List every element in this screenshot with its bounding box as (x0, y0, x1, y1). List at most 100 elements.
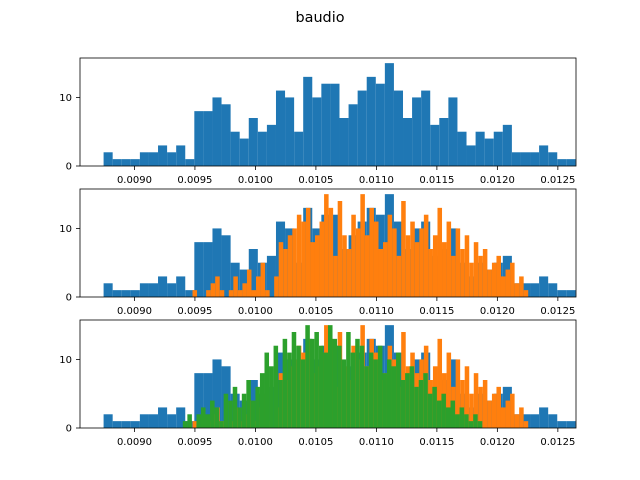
histogram-bar-s1-49 (539, 145, 549, 166)
histogram-bar-s1-56 (603, 414, 612, 428)
histogram-bar-s2-41 (373, 221, 379, 297)
histogram-bar-s1-49 (539, 276, 549, 297)
histogram-bar-s2-54 (432, 235, 438, 297)
histogram-bar-s2-46 (396, 255, 402, 297)
x-tick-label: 0.0105 (298, 437, 333, 448)
x-tick-label: 0.0120 (480, 437, 515, 448)
histogram-bar-s2-55 (437, 207, 443, 297)
histogram-bar-s1-52 (566, 290, 576, 297)
histogram-bar-s2-21 (283, 249, 288, 297)
histogram-bar-s1-50 (548, 152, 558, 166)
histogram-bar-s1-10 (185, 159, 195, 166)
histogram-bar-s1-53 (575, 421, 576, 428)
histogram-bar-s2-64 (478, 386, 483, 428)
histogram-bar-s1-51 (557, 421, 567, 428)
histogram-bar-s3-42 (368, 352, 374, 428)
histogram-bar-s2-10 (233, 276, 238, 297)
histogram-bar-s2-19 (274, 276, 279, 297)
histogram-bar-s2-53 (428, 249, 433, 297)
histogram-bar-s2-27 (310, 242, 315, 297)
histogram-bar-s2-68 (496, 255, 501, 297)
histogram-bar-s1-7 (158, 407, 168, 428)
figure-title: baudio (295, 10, 344, 26)
x-tick-label: 0.0105 (298, 175, 333, 186)
y-tick-label: 0 (66, 424, 72, 435)
histogram-bar-s1-7 (158, 276, 168, 297)
histogram-bar-s3-19 (264, 352, 270, 428)
histogram-bar-s2-69 (500, 276, 506, 297)
histogram-bar-s2-15 (256, 276, 261, 297)
histogram-bar-s1-56 (603, 152, 612, 166)
histogram-bar-s3-28 (305, 325, 310, 428)
x-tick-label: 0.0095 (177, 306, 212, 317)
histogram-bar-s2-24 (296, 214, 302, 297)
histogram-bar-s2-12 (242, 283, 247, 297)
histogram-bar-s1-45 (502, 124, 512, 166)
histogram-bar-s3-13 (237, 407, 242, 428)
histogram-bar-s2-23 (292, 228, 297, 297)
axes-frame (79, 57, 577, 167)
histogram-bar-s1-9 (176, 407, 186, 428)
histogram-bars (103, 325, 612, 428)
histogram-bar-s1-42 (475, 131, 485, 166)
x-tick-label: 0.0125 (540, 437, 575, 448)
x-tick-label: 0.0090 (117, 175, 152, 186)
histogram-bar-s2-74 (523, 290, 529, 297)
histogram-bar-s3-15 (246, 380, 251, 428)
y-tick-label: 10 (59, 355, 72, 366)
histogram-bar-s1-50 (548, 414, 558, 428)
histogram-bar-s3-32 (323, 352, 328, 428)
histogram-bar-s1-16 (239, 138, 249, 166)
histogram-bar-s1-11 (194, 111, 204, 166)
histogram-bar-s2-40 (369, 207, 374, 297)
histogram-bar-s2-74 (523, 421, 529, 428)
x-tick-label: 0.0100 (238, 306, 273, 317)
histogram-bar-s3-35 (337, 345, 342, 428)
histogram-bar-s1-48 (530, 414, 540, 428)
histogram-bar-s1-5 (139, 414, 149, 428)
histogram-bar-s3-55 (427, 393, 433, 428)
histogram-bar-s3-56 (432, 386, 437, 428)
histogram-bar-s2-57 (446, 352, 452, 428)
x-tick-label: 0.0125 (540, 306, 575, 317)
histogram-bar-s2-71 (510, 393, 515, 428)
histogram-bar-s3-22 (278, 380, 283, 428)
histogram-bar-s1-39 (448, 97, 458, 166)
histogram-bar-s2-14 (251, 290, 257, 297)
histogram-bar-s2-67 (491, 262, 497, 297)
histogram-bar-s3-60 (450, 400, 456, 428)
histogram-bar-s2-60 (460, 380, 465, 428)
histogram-bar-s2-49 (410, 221, 415, 297)
histogram-bar-s1-27 (339, 118, 349, 166)
histogram-bar-s2-33 (337, 201, 343, 297)
histogram-bar-s3-51 (409, 366, 415, 428)
histogram-bar-s1-26 (330, 83, 340, 166)
histogram-bar-s1-57 (612, 283, 621, 297)
histogram-bar-s1-10 (185, 290, 195, 297)
histogram-bar-s1-6 (148, 414, 159, 428)
histogram-bar-s2-62 (469, 262, 474, 297)
histogram-bar-s2-31 (328, 207, 334, 297)
histogram-bar-s3-39 (355, 338, 360, 428)
histogram-bar-s2-56 (442, 242, 447, 297)
histogram-bar-s3-9 (219, 421, 224, 428)
histogram-bar-s1-54 (584, 414, 593, 428)
histogram-bar-s1-2 (112, 290, 122, 297)
histogram-bar-s1-1 (103, 152, 113, 166)
histogram-bar-s2-42 (378, 249, 384, 297)
histogram-bar-s2-34 (342, 235, 347, 297)
histogram-bar-s3-27 (300, 359, 306, 428)
histogram-bar-s2-1 (192, 421, 198, 428)
histogram-bar-s1-28 (348, 104, 358, 166)
subplot-2: 0.0090 0.0095 0.0100 0.0105 0.0110 0.0115 0.01… (59, 188, 621, 317)
histogram-bar-s3-44 (377, 345, 383, 428)
histogram-bar-s3-36 (341, 359, 347, 428)
histogram-bar-s1-11 (194, 373, 204, 428)
histogram-bar-s1-6 (148, 152, 159, 166)
histogram-bar-s2-26 (305, 207, 311, 297)
histogram-bar-s1-33 (393, 90, 404, 166)
histogram-bar-s3-64 (468, 421, 474, 428)
histogram-bar-s1-52 (566, 421, 576, 428)
histogram-bar-s1-24 (312, 97, 322, 166)
histogram-bar-s1-55 (594, 159, 603, 166)
